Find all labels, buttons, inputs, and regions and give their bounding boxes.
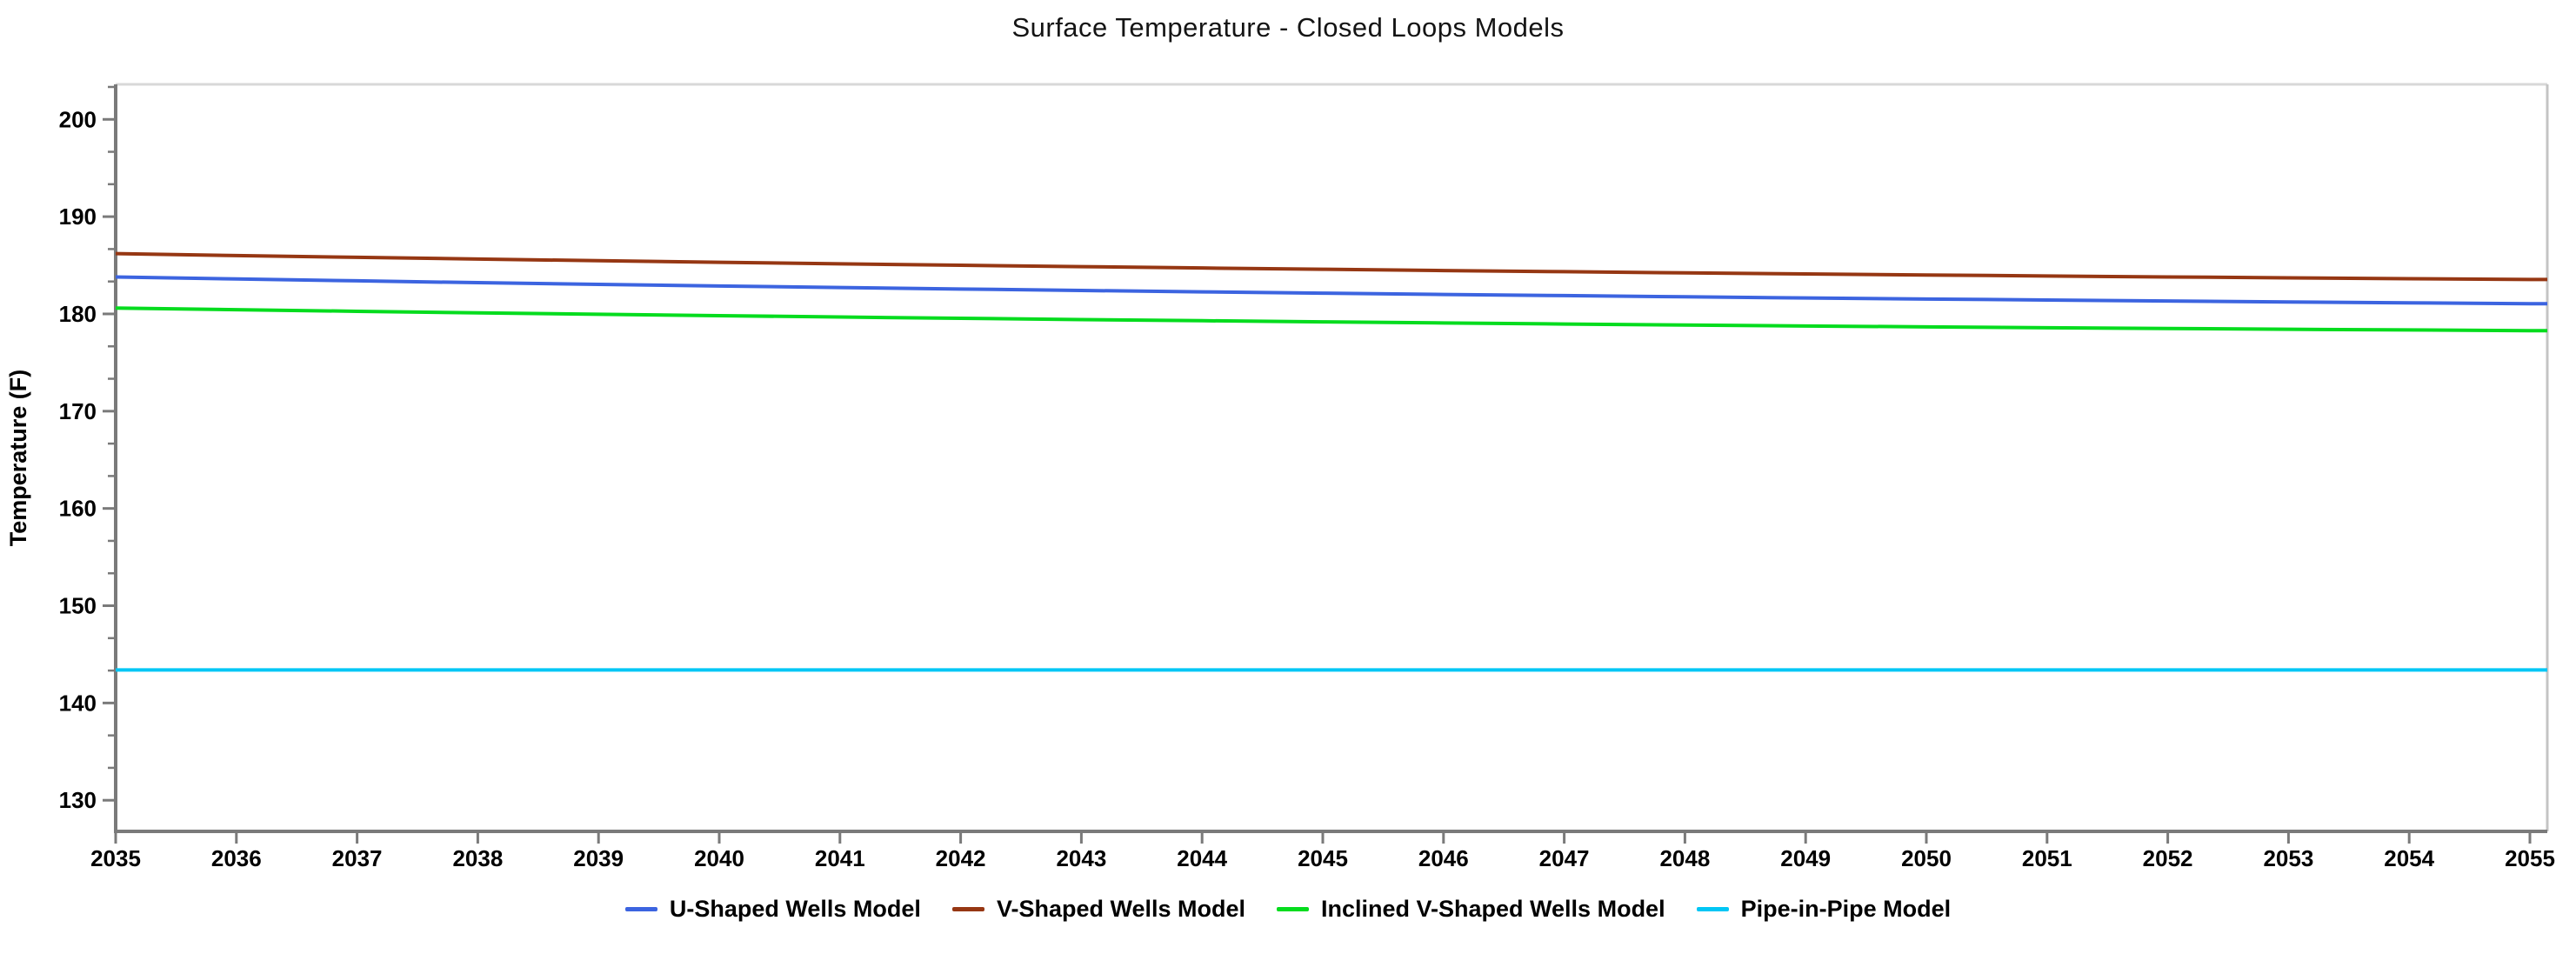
series-line-inclined-v-shaped-wells-model: [115, 306, 2547, 333]
chart-title: Surface Temperature - Closed Loops Model…: [1011, 12, 1565, 43]
y-tick-label: 160: [59, 496, 97, 522]
y-tick-label: 150: [59, 593, 97, 619]
x-tick-label: 2036: [211, 845, 262, 871]
x-tick-label: 2045: [1298, 845, 1348, 871]
x-tick-label: 2048: [1659, 845, 1710, 871]
x-tick-label: 2039: [573, 845, 624, 871]
x-tick-label: 2038: [452, 845, 503, 871]
x-tick-label: 2053: [2263, 845, 2313, 871]
x-tick-label: 2051: [2022, 845, 2072, 871]
y-axis-title: Temperature (F): [5, 370, 31, 547]
legend-line-swatch: [1277, 907, 1309, 911]
y-tick-label: 180: [59, 301, 97, 327]
x-tick-label: 2043: [1056, 845, 1106, 871]
legend-label: Inclined V-Shaped Wells Model: [1321, 896, 1665, 922]
x-tick-label: 2047: [1539, 845, 1590, 871]
legend-item: U-Shaped Wells Model: [624, 896, 921, 923]
y-tick-label: 170: [59, 398, 97, 424]
x-tick-label: 2046: [1418, 845, 1469, 871]
x-tick-label: 2055: [2505, 845, 2555, 871]
legend-item: Pipe-in-Pipe Model: [1696, 896, 1952, 923]
legend-line-swatch: [951, 907, 984, 911]
y-tick-label: 190: [59, 203, 97, 230]
x-tick-label: 2054: [2384, 845, 2434, 871]
x-tick-label: 2042: [936, 845, 986, 871]
y-tick-label: 200: [59, 106, 97, 132]
x-tick-label: 2049: [1780, 845, 1831, 871]
series-line-u-shaped-wells-model: [115, 275, 2547, 306]
legend-line-swatch: [624, 907, 657, 911]
legend-item: Inclined V-Shaped Wells Model: [1277, 896, 1665, 923]
series-line-v-shaped-wells-model: [115, 251, 2547, 282]
legend-line-swatch: [1696, 907, 1729, 911]
x-tick-label: 2035: [90, 845, 141, 871]
x-tick-label: 2040: [694, 845, 744, 871]
legend-item: V-Shaped Wells Model: [951, 896, 1245, 923]
x-tick-label: 2050: [1901, 845, 1952, 871]
legend-label: V-Shaped Wells Model: [996, 896, 1245, 922]
x-tick-label: 2044: [1177, 845, 1227, 871]
y-tick-label: 130: [59, 787, 97, 813]
legend-label: U-Shaped Wells Model: [669, 896, 921, 922]
x-tick-label: 2037: [332, 845, 383, 871]
legend-label: Pipe-in-Pipe Model: [1740, 896, 1952, 922]
legend: U-Shaped Wells Model V-Shaped Wells Model…: [0, 896, 2576, 923]
x-tick-label: 2052: [2143, 845, 2193, 871]
y-tick-label: 140: [59, 690, 97, 716]
x-tick-label: 2041: [815, 845, 865, 871]
